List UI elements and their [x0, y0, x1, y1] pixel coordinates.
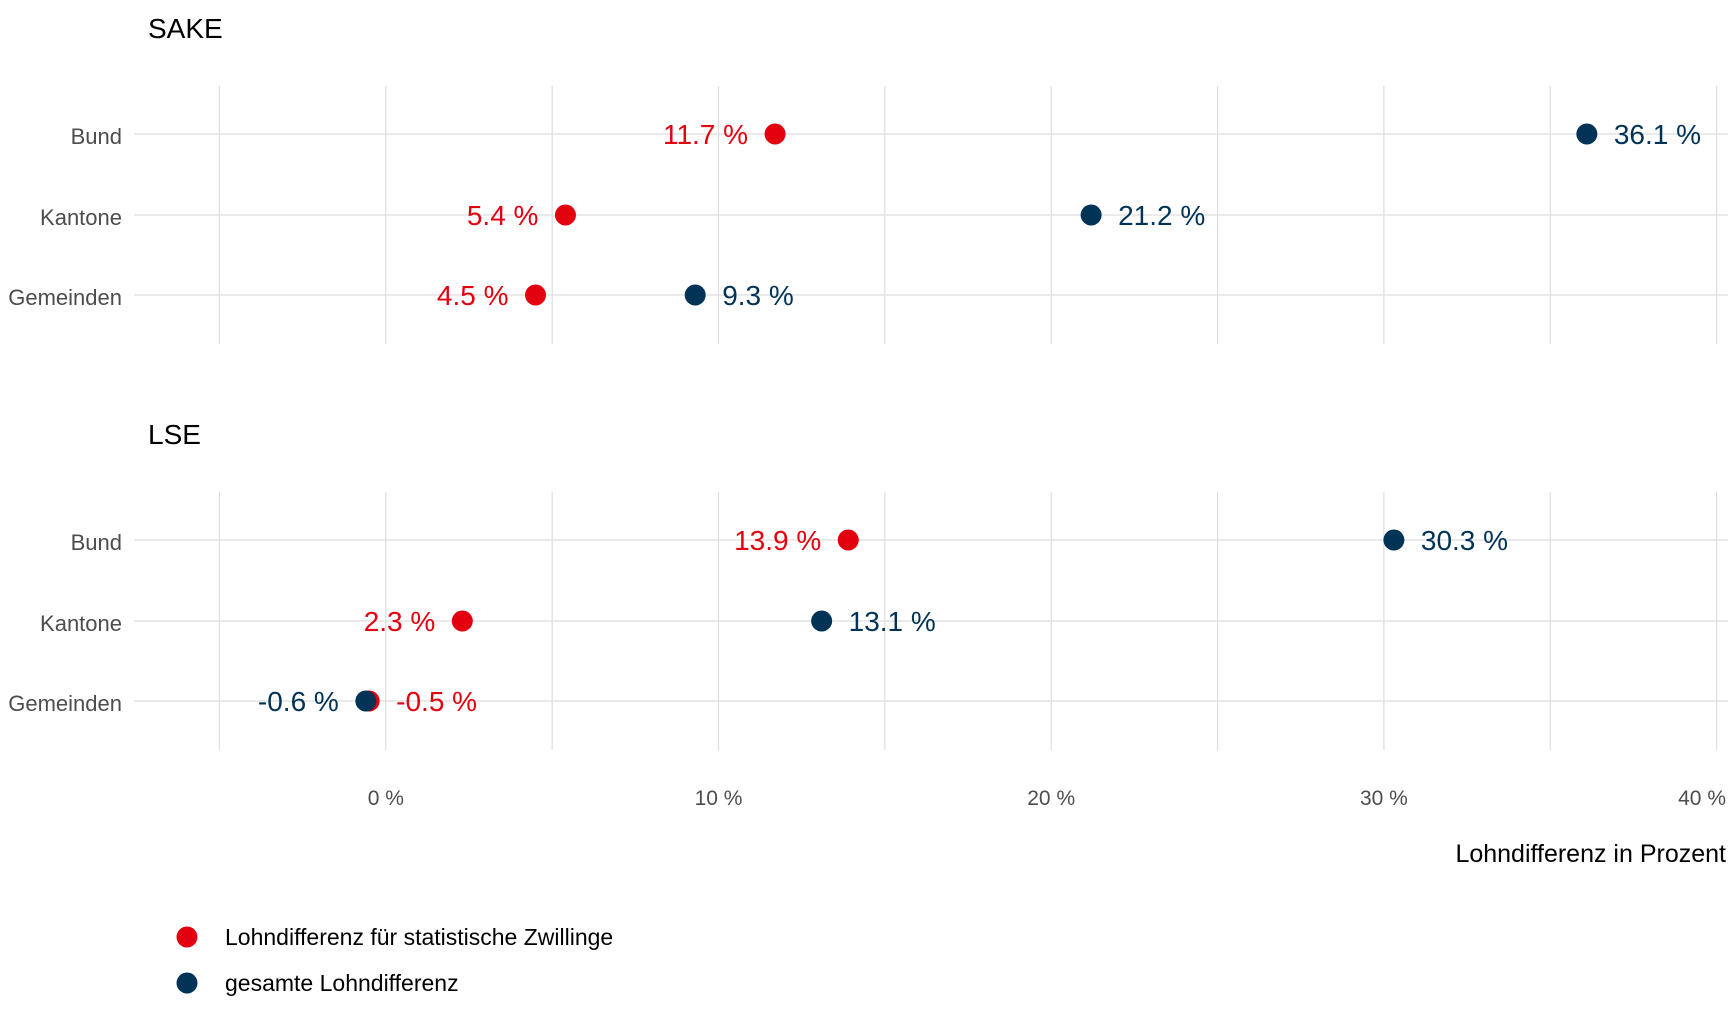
point-twins: [837, 529, 859, 551]
row-label-bund: Bund: [71, 530, 122, 555]
row-label-kantone: Kantone: [40, 611, 122, 636]
panel-title-0: SAKE: [148, 13, 223, 44]
data-label-total: 13.1 %: [849, 606, 936, 637]
x-tick-label: 20 %: [1027, 787, 1075, 810]
x-tick-label: 0 %: [368, 787, 404, 810]
data-label-total: 30.3 %: [1421, 525, 1508, 556]
data-label-total: 9.3 %: [722, 280, 794, 311]
point-total: [1080, 204, 1102, 226]
x-tick-label: 40 %: [1678, 787, 1726, 810]
row-label-bund: Bund: [71, 124, 122, 149]
legend-label-total: gesamte Lohndifferenz: [225, 970, 459, 996]
data-label-twins: 5.4 %: [467, 200, 539, 231]
row-label-kantone: Kantone: [40, 205, 122, 230]
data-label-twins: 11.7 %: [663, 119, 748, 150]
legend-marker-total: [176, 972, 198, 994]
point-total: [1383, 529, 1405, 551]
data-label-total: 36.1 %: [1614, 119, 1701, 150]
panel-title-1: LSE: [148, 419, 201, 450]
data-label-total: 21.2 %: [1118, 200, 1205, 231]
point-twins: [764, 123, 786, 145]
x-tick-label: 30 %: [1360, 787, 1408, 810]
data-label-total: -0.6 %: [258, 686, 339, 717]
point-total: [1576, 123, 1598, 145]
x-axis-title: Lohndifferenz in Prozent: [1455, 840, 1726, 868]
point-twins: [554, 204, 576, 226]
point-twins: [451, 610, 473, 632]
row-label-gemeinden: Gemeinden: [8, 691, 122, 716]
data-label-twins: 4.5 %: [437, 280, 509, 311]
point-twins: [525, 284, 547, 306]
data-label-twins: 2.3 %: [364, 606, 436, 637]
point-total: [355, 690, 377, 712]
point-total: [684, 284, 706, 306]
row-label-gemeinden: Gemeinden: [8, 285, 122, 310]
data-label-twins: 13.9 %: [734, 525, 821, 556]
x-tick-label: 10 %: [695, 787, 743, 810]
legend-marker-twins: [176, 926, 198, 948]
point-total: [811, 610, 833, 632]
data-label-twins: -0.5 %: [396, 686, 477, 717]
legend-label-twins: Lohndifferenz für statistische Zwillinge: [225, 924, 613, 950]
